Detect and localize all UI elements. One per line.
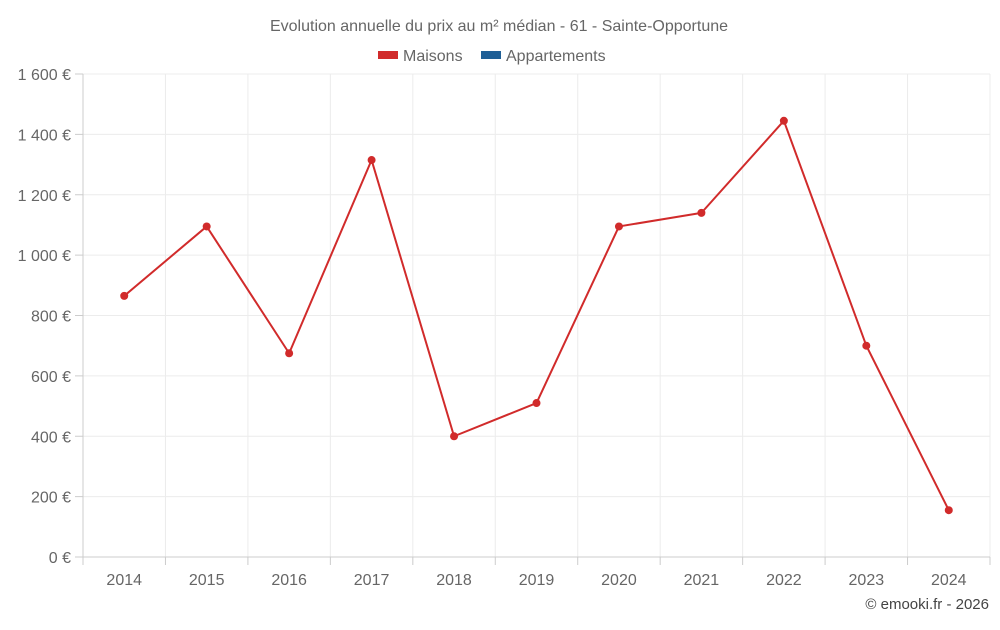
x-tick-label: 2021 xyxy=(684,572,720,589)
y-axis-ticks: 0 € 200 € 400 € 600 € 800 € 1 000 € 1 200 € 1 4… xyxy=(18,67,83,567)
data-point[interactable] xyxy=(120,291,129,300)
x-axis-ticks: 2014 2015 2016 2017 2018 2019 2020 2021 2022 2023… xyxy=(82,557,991,589)
data-point[interactable] xyxy=(614,222,623,231)
grid xyxy=(83,73,991,557)
x-tick-label: 2015 xyxy=(189,572,225,589)
x-tick-label: 2016 xyxy=(271,572,307,589)
x-tick-label: 2023 xyxy=(849,572,885,589)
y-tick-label: 1 000 € xyxy=(18,248,71,265)
x-tick-label: 2014 xyxy=(106,572,142,589)
y-tick-label: 800 € xyxy=(31,309,71,326)
data-point[interactable] xyxy=(285,349,294,358)
legend-item-maisons[interactable]: Maisons xyxy=(378,48,463,65)
y-tick-label: 200 € xyxy=(31,490,71,507)
y-tick-label: 1 200 € xyxy=(18,188,71,205)
data-point[interactable] xyxy=(862,341,871,350)
data-point[interactable] xyxy=(367,156,376,165)
legend: Maisons Appartements xyxy=(378,48,606,65)
x-tick-label: 2018 xyxy=(436,572,472,589)
data-point[interactable] xyxy=(944,506,953,515)
data-point[interactable] xyxy=(779,116,788,125)
y-tick-label: 0 € xyxy=(49,550,71,567)
y-tick-label: 1 400 € xyxy=(18,127,71,144)
data-point[interactable] xyxy=(697,208,706,217)
x-tick-label: 2020 xyxy=(601,572,637,589)
data-point[interactable] xyxy=(450,432,459,441)
x-tick-label: 2017 xyxy=(354,572,390,589)
data-point[interactable] xyxy=(532,399,541,408)
legend-label-appartements: Appartements xyxy=(506,48,606,65)
chart-title: Evolution annuelle du prix au m² médian … xyxy=(270,18,728,35)
legend-item-appartements[interactable]: Appartements xyxy=(481,48,606,65)
data-point[interactable] xyxy=(202,222,211,231)
series-layer xyxy=(120,116,953,515)
legend-swatch-appartements xyxy=(481,51,501,59)
y-tick-label: 600 € xyxy=(31,369,71,386)
y-tick-label: 400 € xyxy=(31,429,71,446)
x-tick-label: 2024 xyxy=(931,572,967,589)
footer-credit: © emooki.fr - 2026 xyxy=(865,596,989,613)
legend-label-maisons: Maisons xyxy=(403,48,463,65)
y-tick-label: 1 600 € xyxy=(18,67,71,84)
x-tick-label: 2019 xyxy=(519,572,555,589)
legend-swatch-maisons xyxy=(378,51,398,59)
x-tick-label: 2022 xyxy=(766,572,802,589)
